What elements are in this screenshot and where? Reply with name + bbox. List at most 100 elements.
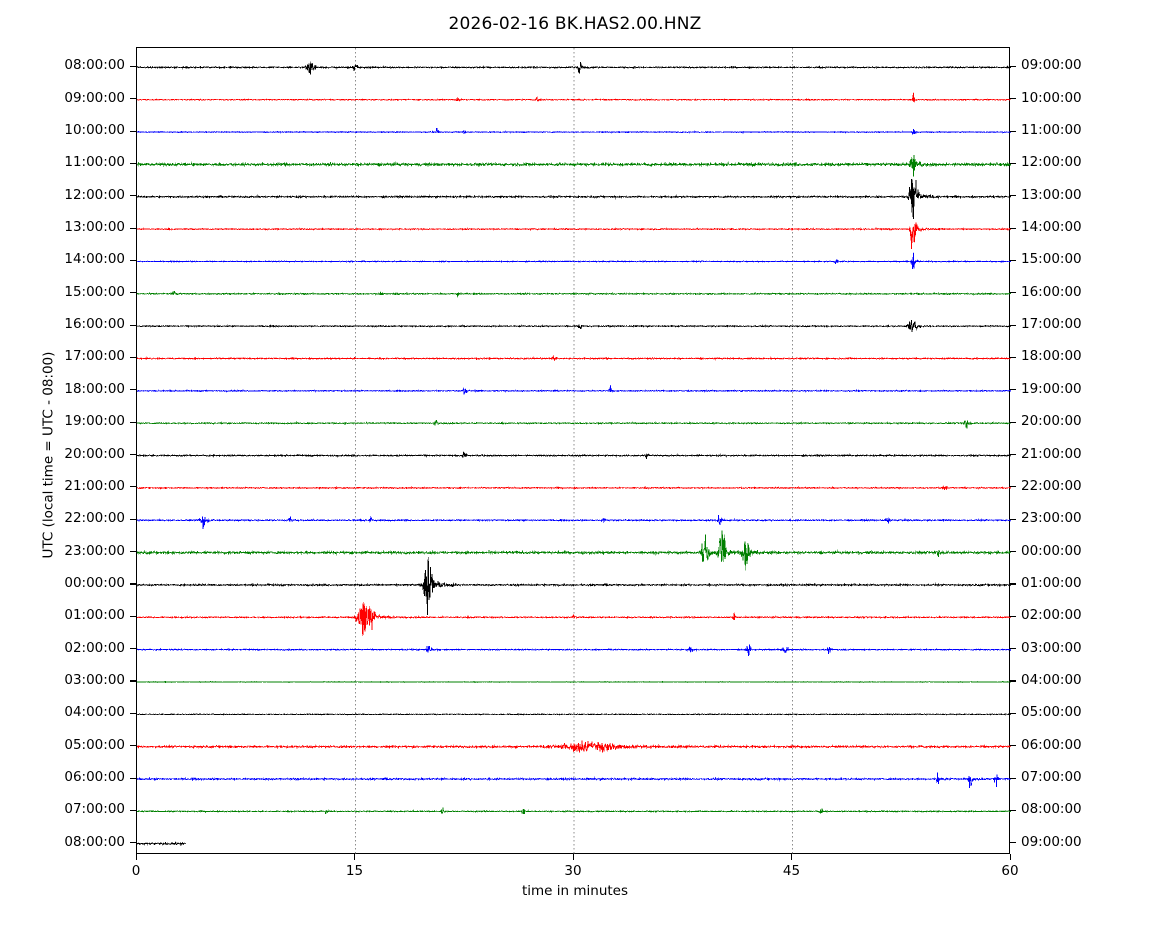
y-tick-label-right: 20:00:00	[1021, 413, 1082, 430]
y-tick-mark-left	[130, 486, 136, 488]
waveform-trace	[137, 515, 1011, 530]
y-tick-mark-left	[130, 162, 136, 164]
y-tick-label-left: 05:00:00	[64, 736, 125, 753]
y-tick-label-right: 17:00:00	[1021, 316, 1082, 333]
y-tick-label-right: 21:00:00	[1021, 445, 1082, 462]
y-tick-mark-left	[130, 551, 136, 553]
waveform-trace	[137, 178, 1011, 219]
waveform-trace	[137, 222, 1011, 249]
waveform-trace	[137, 840, 187, 847]
y-tick-label-right: 07:00:00	[1021, 769, 1082, 785]
y-tick-mark-right	[1010, 745, 1016, 747]
y-tick-label-left: 19:00:00	[64, 413, 125, 430]
y-tick-mark-left	[130, 518, 136, 520]
waveform-trace	[137, 485, 1011, 491]
y-tick-label-left: 06:00:00	[64, 769, 125, 785]
y-tick-label-right: 19:00:00	[1021, 380, 1082, 397]
y-tick-label-left: 22:00:00	[64, 510, 125, 527]
waveform-canvas	[137, 48, 1011, 855]
waveform-trace	[137, 252, 1011, 269]
y-tick-mark-right	[1010, 680, 1016, 682]
y-tick-mark-right	[1010, 551, 1016, 553]
y-tick-mark-left	[130, 195, 136, 197]
x-tick-mark	[791, 854, 793, 860]
y-tick-label-left: 20:00:00	[64, 445, 125, 462]
waveform-trace	[137, 601, 1011, 637]
y-tick-mark-right	[1010, 615, 1016, 617]
y-tick-mark-left	[130, 615, 136, 617]
x-tick-mark	[354, 854, 356, 860]
y-tick-mark-right	[1010, 518, 1016, 520]
y-tick-label-right: 10:00:00	[1021, 89, 1082, 106]
y-tick-label-left: 17:00:00	[64, 348, 125, 365]
y-axis-label: UTC (local time = UTC - 08:00)	[40, 351, 57, 559]
y-tick-label-left: 04:00:00	[64, 704, 125, 721]
y-tick-mark-left	[130, 227, 136, 229]
y-tick-label-right: 18:00:00	[1021, 348, 1082, 365]
x-tick-mark	[135, 854, 137, 860]
waveform-trace	[137, 385, 1011, 395]
y-tick-label-left: 12:00:00	[64, 186, 125, 203]
y-tick-label-left: 09:00:00	[64, 89, 125, 106]
y-tick-label-right: 08:00:00	[1021, 801, 1082, 818]
y-tick-mark-left	[130, 745, 136, 747]
y-tick-label-right: 03:00:00	[1021, 639, 1082, 656]
y-tick-mark-left	[130, 259, 136, 262]
waveform-trace	[137, 644, 1011, 657]
y-tick-label-left: 02:00:00	[64, 639, 125, 656]
y-tick-mark-left	[130, 680, 136, 682]
waveform-trace	[137, 772, 1011, 789]
y-tick-label-right: 09:00:00	[1021, 833, 1082, 850]
y-tick-label-right: 14:00:00	[1021, 219, 1082, 236]
y-tick-mark-right	[1010, 324, 1016, 326]
x-axis-label: time in minutes	[521, 883, 629, 899]
waveform-trace	[137, 320, 1011, 332]
y-tick-label-right: 01:00:00	[1021, 574, 1082, 591]
waveform-trace	[137, 451, 1011, 459]
y-tick-label-left: 16:00:00	[64, 316, 125, 333]
y-tick-mark-left	[130, 809, 136, 811]
y-tick-label-right: 15:00:00	[1021, 251, 1082, 268]
x-tick-label: 45	[782, 863, 801, 879]
y-tick-mark-right	[1010, 583, 1016, 585]
y-tick-mark-left	[130, 583, 136, 585]
y-tick-mark-right	[1010, 421, 1016, 423]
y-tick-label-right: 05:00:00	[1021, 704, 1082, 721]
y-tick-mark-left	[130, 324, 136, 326]
y-tick-label-left: 14:00:00	[64, 251, 125, 268]
y-tick-mark-left	[130, 389, 136, 391]
x-tick-label: 60	[1001, 863, 1019, 879]
waveform-trace	[137, 419, 1011, 429]
waveform-trace	[137, 530, 1011, 571]
y-tick-label-left: 18:00:00	[64, 380, 125, 397]
y-tick-mark-left	[130, 648, 136, 650]
y-tick-label-right: 00:00:00	[1021, 542, 1082, 559]
y-tick-label-left: 00:00:00	[64, 574, 125, 591]
y-tick-mark-right	[1010, 162, 1016, 164]
y-tick-mark-left	[130, 454, 136, 456]
waveform-trace	[137, 557, 1011, 615]
y-tick-mark-right	[1010, 809, 1016, 811]
y-tick-mark-left	[130, 356, 136, 359]
y-tick-label-right: 12:00:00	[1021, 154, 1082, 171]
waveform-trace	[137, 154, 1011, 177]
y-tick-label-right: 06:00:00	[1021, 736, 1082, 753]
y-tick-label-left: 08:00:00	[64, 57, 125, 74]
y-tick-label-right: 09:00:00	[1021, 57, 1082, 74]
y-tick-mark-left	[130, 842, 136, 844]
y-tick-label-left: 08:00:00	[64, 833, 125, 850]
y-tick-mark-left	[130, 421, 136, 423]
waveform-trace	[137, 127, 1011, 136]
waveform-trace	[137, 354, 1011, 362]
y-tick-mark-left	[130, 98, 136, 100]
y-tick-mark-right	[1010, 648, 1016, 650]
waveform-trace	[137, 680, 1011, 684]
y-tick-label-right: 11:00:00	[1021, 122, 1082, 139]
y-tick-label-right: 16:00:00	[1021, 283, 1082, 300]
y-tick-mark-right	[1010, 195, 1016, 197]
y-tick-mark-right	[1010, 389, 1016, 391]
y-tick-mark-left	[130, 777, 136, 779]
waveform-trace	[137, 290, 1011, 298]
y-tick-mark-left	[130, 65, 136, 67]
